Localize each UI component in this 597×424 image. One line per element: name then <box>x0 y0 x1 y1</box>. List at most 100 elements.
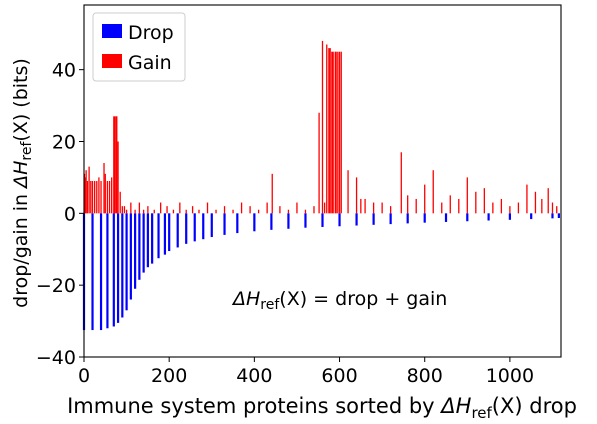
gain-bar-81 <box>475 191 477 214</box>
gain-bar-48 <box>287 209 290 214</box>
y-tick-label-4: 40 <box>52 60 76 82</box>
gain-bar-23 <box>123 206 126 214</box>
equation-math: ΔH <box>231 288 260 310</box>
gain-bar-4 <box>88 166 90 214</box>
x-tick-label-3: 600 <box>321 365 357 387</box>
x-axis-label-sub: ref <box>471 404 492 422</box>
gain-bar-52 <box>318 112 320 214</box>
legend-label-drop: Drop <box>128 22 174 44</box>
gain-bar-66 <box>355 177 358 214</box>
gain-bar-22 <box>121 206 123 214</box>
gain-bar-69 <box>372 202 375 214</box>
gain-bar-12 <box>104 173 106 214</box>
gain-bar-31 <box>160 202 162 214</box>
drop-bar-14 <box>157 213 160 259</box>
y-axis-label-rest: (X) (bits) <box>10 58 32 141</box>
y-axis-label-sub: ref <box>19 141 35 161</box>
gain-bar-16 <box>113 116 115 214</box>
y-tick-label-3: 20 <box>52 131 76 153</box>
gain-bar-42 <box>240 202 243 214</box>
gain-bar-72 <box>400 152 402 214</box>
y-tick-label-2: 0 <box>64 203 76 225</box>
gain-bar-64 <box>340 51 342 214</box>
x-axis: 0 200 400 600 800 1000 <box>78 357 534 387</box>
legend-swatch-gain <box>102 54 122 68</box>
gain-bar-1 <box>84 177 86 214</box>
gain-bar-39 <box>215 209 217 214</box>
equation-annotation: ΔHref(X) = drop + gain <box>231 288 447 313</box>
gain-bar-53 <box>321 40 324 214</box>
drop-bar-17 <box>176 213 179 248</box>
y-tick-label-0: −40 <box>36 347 76 369</box>
gain-bar-67 <box>360 198 362 214</box>
gain-bar-65 <box>347 170 349 214</box>
gain-bar-75 <box>424 184 426 214</box>
drop-bar-6 <box>121 213 124 318</box>
gain-bar-6 <box>91 181 94 214</box>
gain-bar-68 <box>364 198 366 214</box>
equation-sub: ref <box>260 297 280 313</box>
x-tick-label-4: 800 <box>407 365 443 387</box>
gain-bar-89 <box>541 198 543 214</box>
drop-bar-34 <box>423 213 426 223</box>
y-axis-label: drop/gain in ΔHref(X) (bits) <box>10 58 35 308</box>
gain-bar-33 <box>172 209 175 214</box>
gain-bar-8 <box>96 181 98 214</box>
gain-bar-26 <box>134 209 136 214</box>
drop-bar-8 <box>129 213 132 300</box>
gain-bar-34 <box>179 202 181 214</box>
gain-bar-36 <box>191 206 194 214</box>
drop-bar-22 <box>223 213 226 235</box>
gain-bar-17 <box>114 116 116 214</box>
gain-bar-62 <box>337 51 339 214</box>
drop-bar-11 <box>142 213 145 273</box>
x-axis-label-text: Immune system proteins sorted by <box>67 394 441 418</box>
gain-bar-5 <box>90 181 92 214</box>
x-tick-label-0: 0 <box>78 365 90 387</box>
gain-bar-58 <box>331 51 333 214</box>
gain-bar-2 <box>85 170 87 214</box>
drop-bar-16 <box>168 213 171 252</box>
gain-bar-85 <box>509 206 511 214</box>
gain-bar-13 <box>106 181 109 214</box>
y-axis: −40 −20 0 20 40 <box>36 60 84 369</box>
x-tick-label-5: 1000 <box>486 365 534 387</box>
gain-bar-92 <box>556 206 558 214</box>
gain-bar-76 <box>432 170 434 214</box>
x-axis-label: Immune system proteins sorted by ΔHref(X… <box>67 394 577 422</box>
drop-bar-3 <box>106 213 109 329</box>
gain-bar-25 <box>130 202 132 214</box>
gain-bar-78 <box>449 195 451 214</box>
gain-bar-30 <box>153 209 155 214</box>
y-tick-label-1: −20 <box>36 275 76 297</box>
gain-bar-71 <box>389 206 392 214</box>
gain-bar-29 <box>147 206 149 214</box>
gain-bar-11 <box>103 163 105 214</box>
y-axis-label-math: ΔH <box>10 161 32 190</box>
gain-bar-79 <box>458 198 460 214</box>
drop-bar-24 <box>253 213 256 232</box>
gain-bar-37 <box>198 209 200 214</box>
gain-bar-91 <box>551 202 554 214</box>
gain-bar-87 <box>526 184 528 214</box>
drop-bar-1 <box>91 213 94 331</box>
gain-bar-24 <box>125 209 128 214</box>
gain-bar-74 <box>415 198 417 214</box>
drop-bar-13 <box>151 213 154 264</box>
gain-bar-49 <box>296 202 298 214</box>
gain-bar-45 <box>266 202 268 214</box>
drop-bar-25 <box>270 213 273 230</box>
gain-bar-20 <box>117 141 119 214</box>
drop-bar-7 <box>125 213 128 311</box>
drop-bar-5 <box>116 213 120 323</box>
drop-bar-23 <box>236 213 239 234</box>
x-tick-label-2: 400 <box>236 365 272 387</box>
drop-bar-12 <box>146 213 149 268</box>
gain-bar-15 <box>111 177 113 214</box>
equation-rest: (X) = drop + gain <box>279 288 447 310</box>
gain-bar-18 <box>115 116 117 214</box>
legend-label-gain: Gain <box>128 52 172 74</box>
drop-bar-35 <box>444 213 448 222</box>
drop-bar-29 <box>338 213 341 227</box>
